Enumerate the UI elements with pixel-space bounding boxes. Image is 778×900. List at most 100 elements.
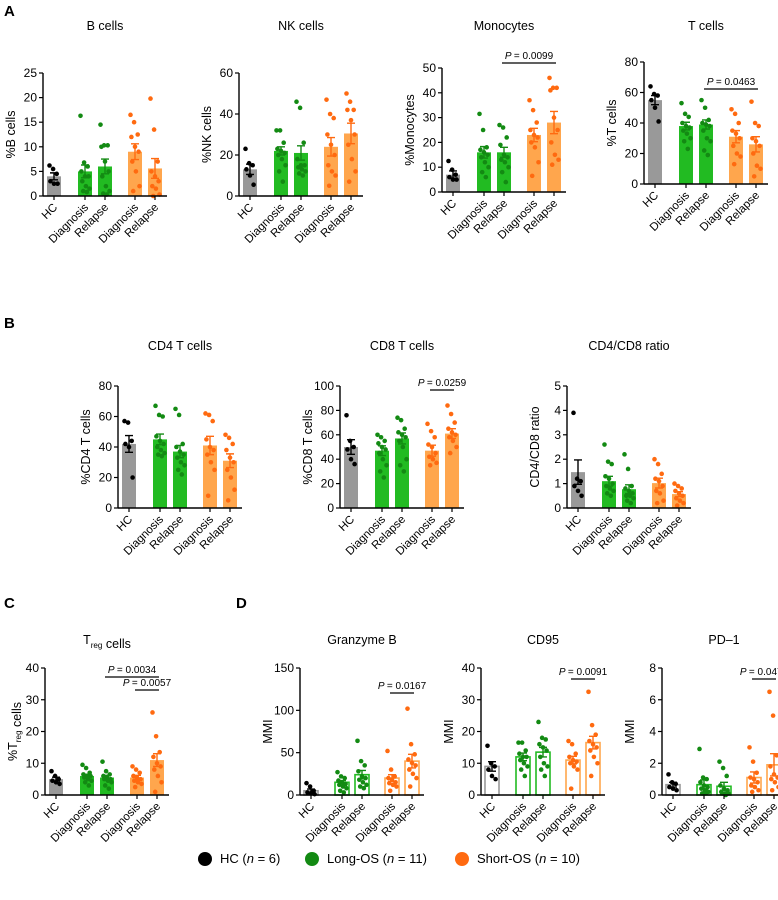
y-tick-label: 2 xyxy=(649,756,656,770)
point-hc xyxy=(304,780,309,786)
point-long-relapse xyxy=(541,760,547,766)
panel-letter-b: B xyxy=(4,315,15,332)
point-long-diagnosis xyxy=(478,147,483,153)
point-short-diagnosis xyxy=(573,751,578,757)
error-bar-short-relapse xyxy=(226,453,234,469)
y-axis-label: %CD8 T cells xyxy=(301,409,315,484)
error-bar-hc xyxy=(50,172,58,181)
point-long-relapse xyxy=(361,785,367,791)
point-long-diagnosis xyxy=(155,452,161,457)
point-long-diagnosis xyxy=(86,783,92,788)
point-short-relapse xyxy=(589,722,595,728)
error-bar-short-diagnosis xyxy=(388,773,396,783)
point-long-relapse xyxy=(397,463,403,468)
point-hc xyxy=(348,456,354,462)
x-tick-label-hc: HC xyxy=(236,202,256,222)
point-hc xyxy=(453,172,459,177)
point-short-diagnosis xyxy=(326,183,332,189)
chart-10: PD–1MMI02468HCDiagnosisRelapseDiagnosisR… xyxy=(623,633,778,845)
error-bar-long-relapse xyxy=(500,146,508,158)
y-tick-label: 40 xyxy=(625,116,639,130)
point-long-diagnosis xyxy=(687,125,692,130)
point-short-relapse xyxy=(345,107,350,113)
point-long-diagnosis xyxy=(377,450,382,456)
error-bar-short-relapse xyxy=(770,753,778,777)
p-value-label: P = 0.0057 xyxy=(123,678,172,689)
point-short-relapse xyxy=(230,441,235,447)
point-short-diagnosis xyxy=(139,781,144,787)
chart-title: CD95 xyxy=(527,633,559,647)
error-bar-hc xyxy=(347,438,355,456)
point-short-relapse xyxy=(347,99,353,104)
point-long-relapse xyxy=(363,775,368,781)
point-long-relapse xyxy=(99,144,104,150)
error-bar-short-relapse xyxy=(675,490,683,498)
point-long-diagnosis xyxy=(382,438,388,444)
point-short-relapse xyxy=(586,689,591,695)
point-short-relapse xyxy=(150,710,155,715)
point-long-relapse xyxy=(705,152,711,158)
point-hc xyxy=(656,119,661,124)
error-bar-short-relapse xyxy=(752,136,760,153)
point-short-relapse xyxy=(410,771,416,777)
point-long-diagnosis xyxy=(154,434,159,439)
point-short-relapse xyxy=(349,156,355,162)
point-long-relapse xyxy=(401,469,407,474)
point-short-diagnosis xyxy=(329,169,335,174)
point-long-diagnosis xyxy=(158,447,164,453)
point-short-diagnosis xyxy=(210,418,215,424)
error-bar-hc xyxy=(651,94,659,106)
point-hc xyxy=(251,182,256,188)
point-hc xyxy=(49,768,54,774)
point-hc xyxy=(123,441,128,447)
bar-long-relapse xyxy=(535,751,551,796)
point-long-relapse xyxy=(173,406,178,412)
x-tick-label-hc: HC xyxy=(40,202,60,222)
point-long-relapse xyxy=(301,140,307,145)
point-short-relapse xyxy=(155,773,161,779)
point-hc xyxy=(666,772,671,777)
point-short-diagnosis xyxy=(755,780,760,785)
p-value-label: P = 0.0167 xyxy=(378,681,427,692)
point-long-relapse xyxy=(362,763,368,768)
bar-hc xyxy=(648,100,662,184)
y-tick-label: 20 xyxy=(321,477,335,491)
y-tick-label: 0 xyxy=(554,501,561,515)
point-long-diagnosis xyxy=(282,150,287,156)
point-short-diagnosis xyxy=(569,741,575,747)
error-bar-short-diagnosis xyxy=(732,129,740,144)
y-tick-label: 20 xyxy=(220,148,234,162)
point-short-relapse xyxy=(769,776,774,782)
point-short-diagnosis xyxy=(326,162,331,168)
point-long-diagnosis xyxy=(161,441,166,447)
point-long-diagnosis xyxy=(684,131,690,136)
point-long-relapse xyxy=(502,159,508,165)
legend-label-short-os: Short-OS (n = 10) xyxy=(477,851,581,866)
point-short-relapse xyxy=(346,179,352,184)
point-short-relapse xyxy=(344,91,349,96)
point-short-diagnosis xyxy=(732,111,738,117)
point-short-diagnosis xyxy=(203,411,208,416)
point-long-relapse xyxy=(700,120,705,126)
y-tick-label: 10 xyxy=(24,140,38,154)
point-short-relapse xyxy=(414,775,419,781)
point-short-relapse xyxy=(231,459,236,465)
point-long-diagnosis xyxy=(83,183,89,189)
point-long-relapse xyxy=(107,188,112,194)
point-long-diagnosis xyxy=(681,139,687,144)
error-bar-long-relapse xyxy=(720,781,728,791)
point-hc xyxy=(446,158,451,164)
error-bar-short-relapse xyxy=(448,428,456,440)
point-hc xyxy=(493,776,498,782)
point-long-relapse xyxy=(103,768,109,774)
point-long-diagnosis xyxy=(607,486,613,491)
error-bar-hc xyxy=(449,170,457,180)
point-short-diagnosis xyxy=(532,145,538,150)
bar-long-relapse xyxy=(173,451,187,508)
point-long-diagnosis xyxy=(688,135,693,141)
point-short-diagnosis xyxy=(390,782,396,788)
point-long-diagnosis xyxy=(375,432,380,438)
point-short-diagnosis xyxy=(433,450,438,456)
y-tick-label: 0 xyxy=(631,177,638,191)
point-long-relapse xyxy=(109,780,114,785)
